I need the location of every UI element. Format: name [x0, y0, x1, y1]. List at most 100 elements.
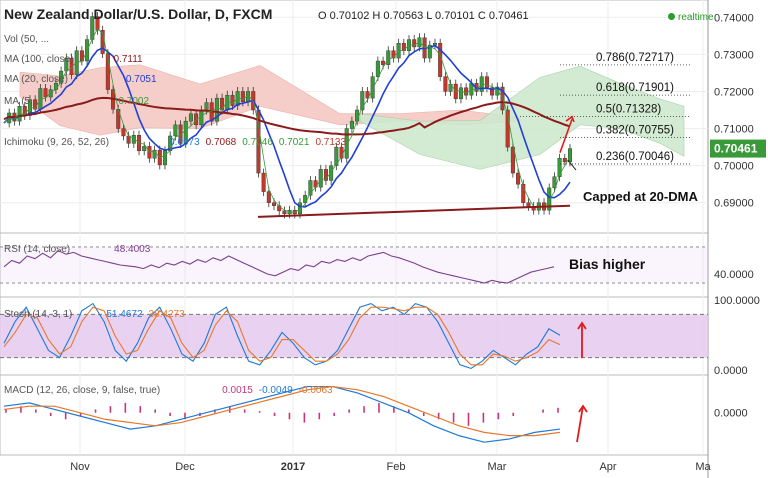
time-tick-label: Ma — [695, 461, 711, 473]
candle-body — [360, 91, 365, 111]
vol-label[interactable]: Vol (50, ... — [4, 34, 50, 45]
candle-body — [505, 109, 510, 148]
ohlc-readout: O 0.70102 H 0.70563 L 0.70101 C 0.70461 — [318, 10, 529, 22]
candle-body — [194, 113, 199, 126]
candle-body — [334, 146, 339, 166]
candle-body — [417, 37, 422, 48]
candle-body — [562, 158, 567, 163]
candle-body — [43, 88, 48, 98]
candle-body — [230, 94, 235, 106]
ichimoku-legend[interactable]: Ichimoku (9, 26, 52, 26) 0.6973 0.7068 0.70… — [4, 137, 346, 148]
stoch-k-value: 51.4672 — [106, 309, 143, 320]
candle-body — [69, 57, 74, 75]
oscillator-up-arrow — [576, 405, 584, 443]
candle-body — [557, 158, 562, 177]
rsi-value: 48.4003 — [114, 244, 151, 255]
annotation-capped: Capped at 20-DMA — [583, 189, 698, 204]
macd-tick-label: 0.0000 — [714, 408, 748, 420]
ma50-legend-label: MA (5... — [4, 96, 39, 107]
candle-body — [266, 191, 271, 203]
macd-signal-value: -0.0063 — [298, 385, 333, 396]
price-tick-label: 0.69000 — [714, 198, 754, 210]
ma20-value: 0.7051 — [125, 74, 157, 85]
candle-body — [142, 146, 147, 152]
support-trendline — [257, 204, 571, 218]
candle-body — [74, 50, 79, 75]
stoch-d-line — [3, 306, 561, 366]
time-tick-label: Mar — [488, 461, 507, 473]
macd-signal-line — [3, 385, 561, 437]
oscillator-up-arrow-head — [577, 321, 587, 330]
realtime-dot-icon — [668, 13, 675, 20]
candle-body — [381, 60, 386, 65]
price-up-arrow — [559, 119, 573, 153]
ma100-legend[interactable]: MA (100, close) 0.7111 — [4, 54, 143, 65]
fibonacci-group: 0.786(0.72717) 0.618(0.71901) 0.5(0.71328)… — [520, 52, 690, 165]
candle-body — [490, 87, 495, 96]
stoch-band — [0, 314, 708, 358]
stoch-legend[interactable]: Stoch (14, 3, 1) 51.4672 38.4273 — [4, 309, 185, 320]
macd-legend-label: MACD (12, 26, close, 9, false, true) — [4, 385, 161, 396]
candle-body — [386, 50, 391, 65]
candle-body — [526, 202, 531, 207]
candle-body — [204, 102, 209, 111]
stoch-k-line — [3, 302, 561, 370]
candle-body — [214, 97, 219, 122]
candle-body — [147, 146, 152, 159]
candle-body — [349, 120, 354, 129]
last-price-label: 0.70461 — [714, 142, 758, 156]
candle-body — [516, 172, 521, 185]
candle-body — [261, 172, 266, 192]
ma50-value: 0.7002 — [118, 96, 150, 107]
ma50-legend[interactable]: MA (5... 0.7002 — [4, 96, 149, 107]
time-tick-label: Apr — [599, 461, 616, 473]
ichimoku-value-1: 0.6973 — [169, 137, 200, 148]
price-down-arrow — [567, 159, 577, 171]
fib-level-label: 0.786(0.72717) — [596, 52, 674, 64]
candle-body — [495, 86, 500, 96]
candle-body — [365, 91, 370, 99]
macd-legend[interactable]: MACD (12, 26, close, 9, false, true) 0.00… — [4, 385, 333, 396]
rsi-legend[interactable]: RSI (14, close) 48.4003 — [4, 244, 150, 255]
candle-body — [105, 53, 110, 90]
stoch-d-value: 38.4273 — [148, 309, 185, 320]
ichimoku-value-5: 0.7133 — [315, 137, 347, 148]
candle-body — [178, 124, 183, 144]
annotation-bias: Bias higher — [569, 256, 646, 272]
candle-body — [79, 50, 84, 62]
candle-body — [484, 76, 489, 88]
candle-body — [329, 165, 334, 181]
time-tick-label: Dec — [175, 461, 195, 473]
rsi-legend-label: RSI (14, close) — [4, 244, 71, 255]
macd-line-value: -0.0049 — [258, 385, 293, 396]
fib-level-label: 0.236(0.70046) — [596, 151, 674, 163]
candle-body — [510, 146, 515, 174]
candle-body — [188, 113, 193, 122]
candle-body — [95, 16, 100, 31]
candle-body — [297, 202, 302, 215]
candle-body — [282, 210, 287, 215]
stoch-tick-top: 100.0000 — [714, 295, 760, 307]
candle-body — [48, 89, 53, 98]
ma100-value: 0.7111 — [113, 54, 143, 65]
realtime-label: realtime — [678, 12, 714, 23]
price-up-arrow-head — [565, 115, 575, 123]
candle-body — [240, 91, 245, 103]
ma100-legend-label: MA (100, close) — [4, 54, 74, 65]
candle-body — [464, 87, 469, 96]
candle-body — [568, 148, 573, 163]
candle-body — [272, 202, 277, 206]
ichimoku-value-3: 0.7046 — [242, 137, 273, 148]
candle-body — [162, 150, 167, 166]
candle-body — [443, 76, 448, 92]
ichimoku-cloud-bullish — [359, 65, 685, 170]
candle-body — [427, 44, 432, 59]
last-price-badge — [710, 139, 766, 158]
candle-body — [375, 60, 380, 77]
candle-body — [412, 39, 417, 48]
ma20-legend[interactable]: MA (20, close) 0.7051 — [4, 74, 157, 85]
ichimoku-value-2: 0.7068 — [205, 137, 237, 148]
macd-line — [3, 385, 561, 443]
stoch-tick-bottom: 0.0000 — [714, 365, 748, 377]
